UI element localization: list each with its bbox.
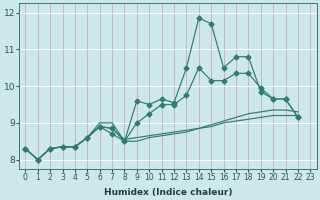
X-axis label: Humidex (Indice chaleur): Humidex (Indice chaleur) — [104, 188, 232, 197]
